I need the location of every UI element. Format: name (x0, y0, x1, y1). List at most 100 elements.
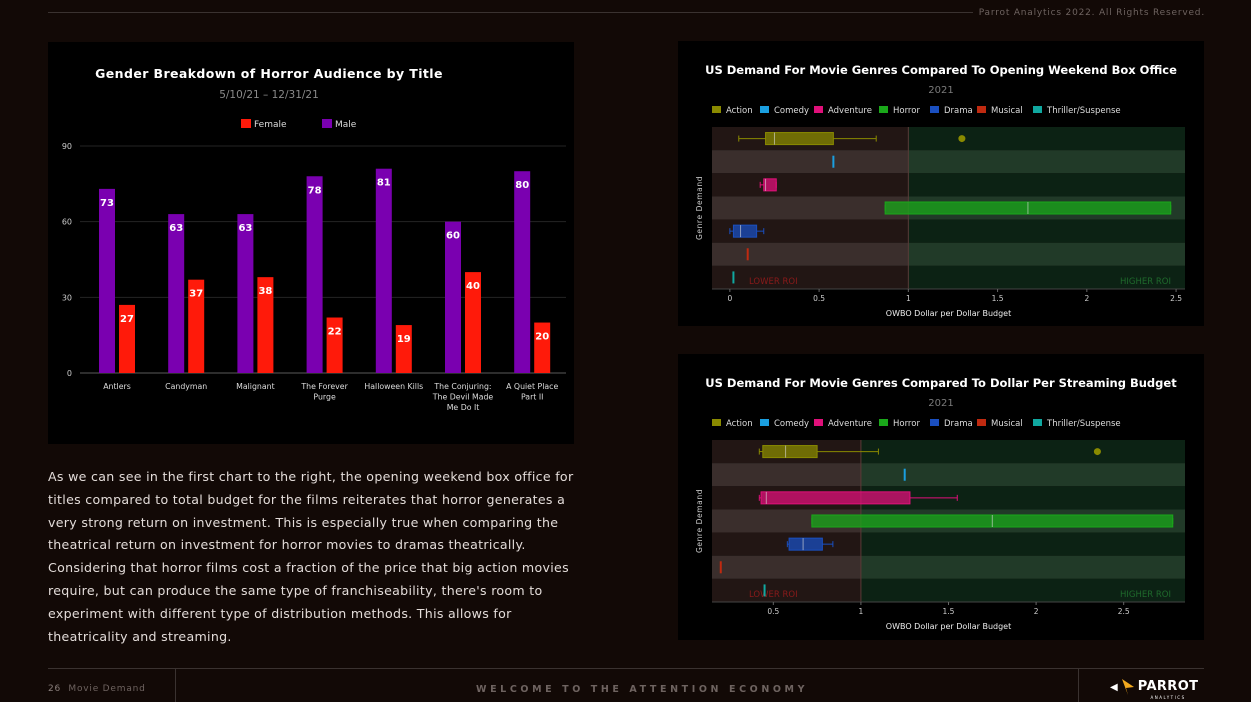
row-band-lower (712, 578, 861, 602)
gender-breakdown-svg: Gender Breakdown of Horror Audience by T… (62, 66, 566, 412)
x-tick-label: Purge (313, 393, 336, 402)
outlier-point (958, 135, 966, 143)
legend-label: Thriller/Suspense (1046, 106, 1121, 116)
legend-label: Adventure (828, 106, 872, 116)
x-tick-label: Halloween Kills (364, 382, 423, 391)
top-rule (48, 12, 973, 13)
legend-swatch (930, 419, 939, 426)
row-band-lower (712, 265, 909, 289)
x-axis-label: OWBO Dollar per Dollar Budget (886, 622, 1011, 631)
bar-male (168, 214, 185, 373)
row-band-higher (860, 440, 1185, 464)
legend-label: Female (254, 120, 287, 130)
logo-subtext: ANALYTICS (1150, 694, 1186, 700)
bar-label-female: 40 (466, 281, 480, 292)
row-band-lower (712, 242, 909, 266)
y-tick-label: 30 (62, 293, 72, 302)
legend-swatch (879, 106, 888, 113)
y-axis-label: Genre Demand (695, 176, 704, 240)
y-tick-label: 90 (62, 142, 72, 151)
bar-label-male: 78 (308, 185, 322, 196)
bar-label-male: 80 (515, 180, 529, 191)
row-band-higher (908, 127, 1185, 151)
row-band-lower (712, 555, 861, 579)
x-tick-label: The Forever (300, 382, 348, 391)
legend-swatch (1033, 106, 1042, 113)
bar-male (306, 176, 323, 373)
body-paragraph: As we can see in the first chart to the … (48, 469, 574, 644)
legend-swatch (977, 106, 986, 113)
outlier-point (1093, 448, 1101, 456)
box-iqr (788, 537, 823, 551)
bar-female (188, 279, 205, 373)
x-tick-label: Antlers (103, 382, 131, 391)
chart-title: Gender Breakdown of Horror Audience by T… (95, 66, 443, 81)
chart-subtitle: 2021 (928, 85, 953, 96)
footer-rule (48, 668, 1204, 669)
row-band-lower (712, 463, 861, 487)
bar-label-male: 81 (377, 178, 391, 189)
legend-swatch (814, 106, 823, 113)
x-tick-label: Me Do It (447, 403, 480, 412)
y-axis-label: Genre Demand (695, 489, 704, 553)
page-number-value: 26 (48, 684, 62, 694)
owbo-box-svg: US Demand For Movie Genres Compared To O… (695, 63, 1185, 318)
gender-breakdown-chart: Gender Breakdown of Horror Audience by T… (48, 42, 574, 444)
bar-male (99, 188, 115, 373)
copyright-text: Parrot Analytics 2022. All Rights Reserv… (978, 8, 1205, 18)
higher-roi-label: HIGHER ROI (1120, 277, 1171, 287)
section-name: Movie Demand (68, 684, 146, 694)
legend-label: Horror (893, 106, 920, 116)
bar-male (237, 214, 254, 373)
legend-swatch (1033, 419, 1042, 426)
x-tick-label: The Devil Made (432, 393, 494, 402)
legend-label: Drama (944, 106, 973, 116)
bar-label-female: 22 (328, 327, 342, 338)
y-tick-label: 60 (62, 218, 72, 227)
x-tick-label: Part II (521, 393, 543, 402)
row-band-higher (860, 532, 1185, 556)
legend-label: Action (726, 106, 753, 116)
streaming-box-chart: US Demand For Movie Genres Compared To D… (678, 354, 1204, 640)
x-tick-label: 0.5 (767, 607, 779, 616)
bar-label-female: 38 (258, 286, 272, 297)
bar-female (257, 277, 274, 373)
legend-label: Musical (991, 106, 1023, 116)
bar-female (395, 325, 412, 373)
bar-male (445, 221, 461, 373)
footer-divider-right (1078, 668, 1079, 702)
legend-swatch (814, 419, 823, 426)
row-band-lower (712, 173, 909, 197)
bar-female (326, 317, 343, 373)
bar-label-male: 63 (238, 223, 252, 234)
legend-swatch (241, 119, 251, 128)
legend-swatch (879, 419, 888, 426)
owbo-box-chart: US Demand For Movie Genres Compared To O… (678, 41, 1204, 326)
x-tick-label: 0 (727, 294, 732, 303)
legend-swatch (760, 419, 769, 426)
row-band-higher (908, 150, 1185, 174)
bar-male (375, 168, 392, 373)
x-tick-label: 1 (859, 607, 864, 616)
chevron-left-icon: ◀ (1110, 681, 1118, 693)
lower-roi-label: LOWER ROI (749, 277, 798, 287)
y-tick-label: 0 (67, 369, 72, 378)
page-number: 26 Movie Demand (48, 684, 146, 694)
streaming-box-svg: US Demand For Movie Genres Compared To D… (695, 376, 1185, 631)
legend-label: Male (335, 120, 357, 130)
x-tick-label: 2 (1034, 607, 1039, 616)
legend-label: Drama (944, 419, 973, 429)
row-band-higher (908, 242, 1185, 266)
box-iqr (732, 224, 758, 238)
row-band-higher (908, 265, 1185, 289)
bar-label-male: 73 (100, 198, 114, 209)
legend-label: Action (726, 419, 753, 429)
logo-wordmark: PARROT (1137, 678, 1199, 694)
x-tick-label: A Quiet Place (506, 382, 558, 391)
footer-divider-left (175, 668, 176, 702)
x-tick-label: Candyman (165, 382, 207, 391)
bar-female (119, 304, 135, 373)
footer-tagline: WELCOME TO THE ATTENTION ECONOMY (476, 684, 809, 695)
x-tick-label: 2 (1084, 294, 1089, 303)
row-band-lower (712, 196, 909, 220)
